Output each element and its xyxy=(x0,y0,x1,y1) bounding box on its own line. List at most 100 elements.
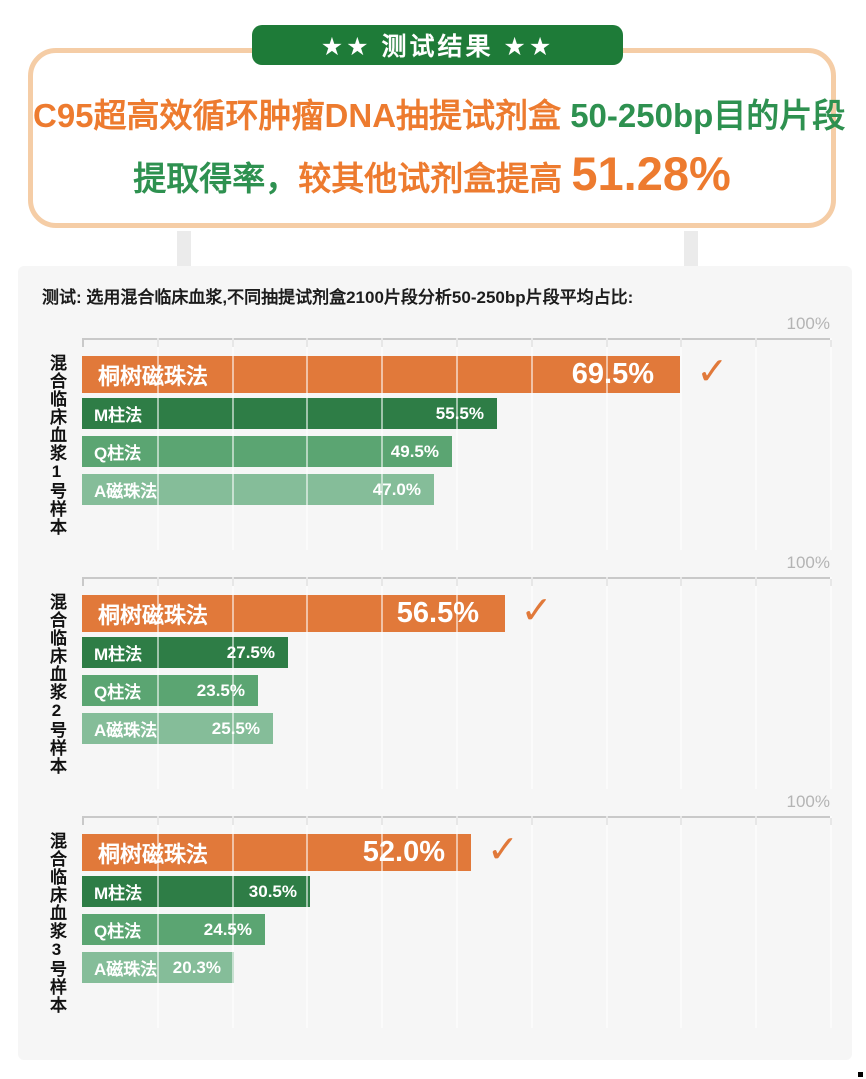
axis-tick xyxy=(231,579,234,586)
axis-tick xyxy=(156,579,159,586)
axis-tick xyxy=(381,818,384,825)
bar-桐树磁珠法: 桐树磁珠法 69.5% xyxy=(82,356,680,393)
connector-right xyxy=(684,231,698,267)
bar-method-label: M柱法 xyxy=(94,406,143,425)
headline-box: C95超高效循环肿瘤DNA抽提试剂盒 50-250bp目的片段 提取得率，较其他… xyxy=(28,48,845,228)
axis-tick xyxy=(306,818,309,825)
bar-value-label: 25.5% xyxy=(211,718,260,738)
gridline xyxy=(830,577,832,789)
x-axis xyxy=(82,338,832,347)
bar-method-label: 桐树磁珠法 xyxy=(98,602,209,628)
axis-tick xyxy=(530,818,533,825)
gridline xyxy=(755,816,758,1028)
axis-tick xyxy=(156,818,159,825)
axis-tick xyxy=(156,340,159,347)
bar-value-label: 56.5% xyxy=(396,597,479,629)
axis-max-label: 100% xyxy=(786,792,830,811)
bar-Q柱法: Q柱法 24.5% xyxy=(82,914,265,945)
axis-tick xyxy=(456,818,458,825)
connector-left xyxy=(177,231,191,267)
bar-method-label: Q柱法 xyxy=(94,922,142,941)
bar-value-label: 30.5% xyxy=(248,881,297,901)
bar-method-label: A磁珠法 xyxy=(94,960,158,979)
bar-桐树磁珠法: 桐树磁珠法 56.5% xyxy=(82,595,505,632)
axis-tick xyxy=(755,340,758,347)
bar-value-label: 69.5% xyxy=(571,358,654,390)
axis-tick xyxy=(605,818,608,825)
bar-value-label: 20.3% xyxy=(172,957,221,977)
axis-tick xyxy=(605,340,608,347)
gridline xyxy=(605,577,608,789)
bar-method-label: A磁珠法 xyxy=(94,482,158,501)
sample-label: 混合临床血浆3号样本 xyxy=(47,832,66,1014)
gridline xyxy=(680,816,683,1028)
bar-method-label: M柱法 xyxy=(94,884,143,903)
gridline xyxy=(830,816,832,1028)
chart-group-1: 100% 桐树磁珠法 69.5% ✓ M柱法 55.5% Q柱法 49.5% A磁珠法 47.0%… xyxy=(18,314,852,553)
bar-value-label: 52.0% xyxy=(362,836,445,868)
chart-group-3: 100% 桐树磁珠法 52.0% ✓ M柱法 30.5% Q柱法 24.5% A磁珠法 20.3%… xyxy=(18,792,852,1031)
bar-method-label: A磁珠法 xyxy=(94,721,158,740)
axis-tick xyxy=(680,340,683,347)
bar-method-label: M柱法 xyxy=(94,645,143,664)
sample-label: 混合临床血浆2号样本 xyxy=(47,593,66,775)
axis-tick xyxy=(82,579,84,586)
gridline xyxy=(755,577,758,789)
axis-tick xyxy=(306,340,309,347)
axis-tick xyxy=(456,340,458,347)
chart-panel: 测试: 选用混合临床血浆,不同抽提试剂盒2100片段分析50-250bp片段平均… xyxy=(18,266,852,1060)
bar-method-label: 桐树磁珠法 xyxy=(98,363,209,389)
axis-tick xyxy=(231,818,234,825)
axis-tick xyxy=(231,340,234,347)
gridline xyxy=(830,338,832,550)
check-icon: ✓ xyxy=(696,351,729,393)
axis-tick xyxy=(530,340,533,347)
corner-artifact xyxy=(858,1072,863,1077)
check-icon: ✓ xyxy=(520,590,553,632)
bar-value-label: 27.5% xyxy=(226,642,275,662)
headline-highlight-percentage: 51.28% xyxy=(571,147,731,200)
bar-A磁珠法: A磁珠法 47.0% xyxy=(82,474,434,505)
bar-Q柱法: Q柱法 23.5% xyxy=(82,675,258,706)
axis-tick xyxy=(82,818,84,825)
axis-max-label: 100% xyxy=(786,314,830,333)
axis-tick xyxy=(306,579,309,586)
axis-tick xyxy=(605,579,608,586)
headline-line1-green: 50-250bp目的片段 xyxy=(570,97,846,134)
x-axis xyxy=(82,816,832,825)
headline-line1: C95超高效循环肿瘤DNA抽提试剂盒 50-250bp目的片段 xyxy=(33,95,845,137)
bar-value-label: 23.5% xyxy=(196,680,245,700)
gridline xyxy=(755,338,758,550)
axis-tick xyxy=(830,340,832,347)
bar-method-label: Q柱法 xyxy=(94,683,142,702)
chart-group-2: 100% 桐树磁珠法 56.5% ✓ M柱法 27.5% Q柱法 23.5% A磁珠法 25.5%… xyxy=(18,553,852,792)
gridline xyxy=(605,816,608,1028)
axis-tick xyxy=(456,579,458,586)
sample-label: 混合临床血浆1号样本 xyxy=(47,354,66,536)
axis-tick xyxy=(530,579,533,586)
bar-桐树磁珠法: 桐树磁珠法 52.0% xyxy=(82,834,471,871)
axis-tick xyxy=(830,818,832,825)
gridline xyxy=(680,577,683,789)
result-banner-label: ★★ 测试结果 ★★ xyxy=(320,33,555,61)
x-axis xyxy=(82,577,832,586)
bar-M柱法: M柱法 55.5% xyxy=(82,398,497,429)
headline-line1-orange: C95超高效循环肿瘤DNA抽提试剂盒 xyxy=(33,97,571,134)
result-banner: ★★ 测试结果 ★★ xyxy=(252,25,623,65)
bar-M柱法: M柱法 27.5% xyxy=(82,637,288,668)
axis-tick xyxy=(381,579,384,586)
axis-tick xyxy=(381,340,384,347)
bar-value-label: 24.5% xyxy=(203,919,252,939)
bar-A磁珠法: A磁珠法 20.3% xyxy=(82,952,234,983)
bar-value-label: 49.5% xyxy=(390,441,439,461)
bar-A磁珠法: A磁珠法 25.5% xyxy=(82,713,273,744)
axis-tick xyxy=(755,818,758,825)
axis-tick xyxy=(680,818,683,825)
axis-tick xyxy=(830,579,832,586)
bar-Q柱法: Q柱法 49.5% xyxy=(82,436,452,467)
bar-value-label: 47.0% xyxy=(372,479,421,499)
axis-max-label: 100% xyxy=(786,553,830,572)
headline-line2-green: 提取得率， xyxy=(133,160,299,197)
headline-line2-orange: 较其他试剂盒提高 xyxy=(298,160,572,197)
bar-method-label: Q柱法 xyxy=(94,444,142,463)
